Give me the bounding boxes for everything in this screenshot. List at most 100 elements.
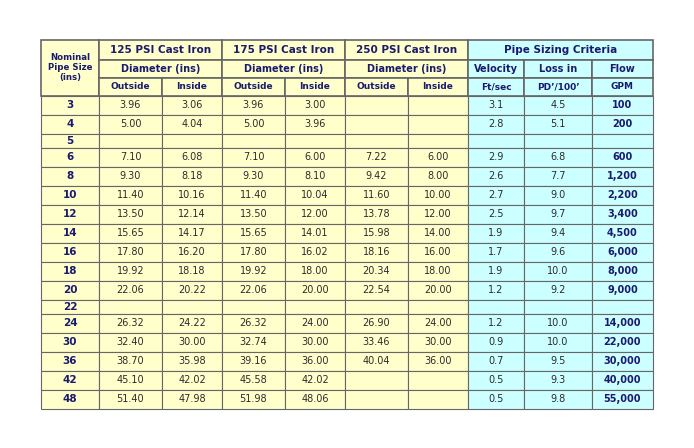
- Text: 1.7: 1.7: [489, 247, 504, 257]
- Text: 600: 600: [612, 152, 633, 162]
- Text: 13.50: 13.50: [239, 209, 267, 219]
- Bar: [468, 204, 524, 224]
- Text: 2,200: 2,200: [607, 190, 638, 200]
- Text: 16.00: 16.00: [424, 247, 452, 257]
- Text: 1.2: 1.2: [489, 318, 504, 328]
- Text: 20: 20: [62, 285, 77, 295]
- Bar: [592, 95, 653, 115]
- Text: 9.5: 9.5: [550, 356, 566, 366]
- Bar: [285, 332, 345, 352]
- Bar: [162, 78, 222, 95]
- Bar: [162, 115, 222, 134]
- Bar: [41, 95, 99, 115]
- Bar: [222, 389, 285, 409]
- Text: 36.00: 36.00: [424, 356, 452, 366]
- Text: 6,000: 6,000: [607, 247, 638, 257]
- Text: Diameter (ins): Diameter (ins): [121, 64, 200, 73]
- Text: Nominal
Pipe Size
(ins): Nominal Pipe Size (ins): [48, 52, 92, 82]
- Text: 14,000: 14,000: [604, 318, 641, 328]
- Bar: [222, 134, 285, 147]
- Bar: [99, 332, 162, 352]
- Bar: [592, 147, 653, 167]
- Bar: [222, 332, 285, 352]
- Text: Velocity: Velocity: [474, 64, 518, 73]
- Bar: [468, 332, 524, 352]
- Text: Outside: Outside: [234, 82, 273, 91]
- Bar: [222, 352, 285, 370]
- Bar: [345, 78, 408, 95]
- Text: 32.40: 32.40: [117, 337, 144, 347]
- Text: 24.00: 24.00: [424, 318, 452, 328]
- Bar: [524, 280, 592, 300]
- Bar: [468, 262, 524, 280]
- Bar: [162, 262, 222, 280]
- Text: 30,000: 30,000: [604, 356, 641, 366]
- Bar: [162, 352, 222, 370]
- Bar: [41, 115, 99, 134]
- Text: 4.5: 4.5: [550, 100, 566, 110]
- Bar: [222, 204, 285, 224]
- Bar: [345, 204, 408, 224]
- Bar: [524, 185, 592, 204]
- Text: 5.00: 5.00: [243, 119, 264, 129]
- Text: 13.78: 13.78: [363, 209, 390, 219]
- Bar: [345, 332, 408, 352]
- Text: 4.04: 4.04: [181, 119, 203, 129]
- Bar: [592, 134, 653, 147]
- Text: 18: 18: [62, 266, 77, 276]
- Bar: [345, 167, 408, 185]
- Bar: [99, 60, 222, 78]
- Bar: [524, 60, 592, 78]
- Text: 14.00: 14.00: [424, 228, 452, 238]
- Bar: [99, 314, 162, 332]
- Bar: [592, 60, 653, 78]
- Bar: [285, 167, 345, 185]
- Bar: [345, 115, 408, 134]
- Bar: [222, 167, 285, 185]
- Bar: [99, 95, 162, 115]
- Bar: [99, 204, 162, 224]
- Bar: [592, 352, 653, 370]
- Bar: [222, 185, 285, 204]
- Text: 6.00: 6.00: [304, 152, 325, 162]
- Text: 42: 42: [62, 375, 77, 385]
- Bar: [592, 389, 653, 409]
- Bar: [99, 280, 162, 300]
- Text: 9.2: 9.2: [550, 285, 566, 295]
- Bar: [592, 185, 653, 204]
- Text: 8.18: 8.18: [181, 171, 203, 181]
- Text: 9.42: 9.42: [366, 171, 387, 181]
- Bar: [468, 185, 524, 204]
- Text: 16.02: 16.02: [301, 247, 329, 257]
- Bar: [285, 242, 345, 262]
- Text: 12: 12: [62, 209, 77, 219]
- Bar: [592, 224, 653, 242]
- Text: 175 PSI Cast Iron: 175 PSI Cast Iron: [233, 44, 334, 55]
- Text: 30.00: 30.00: [301, 337, 329, 347]
- Bar: [408, 167, 468, 185]
- Text: 12.00: 12.00: [301, 209, 329, 219]
- Text: 6: 6: [67, 152, 74, 162]
- Text: 1.2: 1.2: [489, 285, 504, 295]
- Text: Loss in: Loss in: [539, 64, 577, 73]
- Bar: [345, 370, 408, 389]
- Bar: [285, 262, 345, 280]
- Bar: [468, 370, 524, 389]
- Text: 35.98: 35.98: [178, 356, 206, 366]
- Bar: [162, 332, 222, 352]
- Bar: [408, 95, 468, 115]
- Text: 24: 24: [62, 318, 77, 328]
- Bar: [408, 389, 468, 409]
- Text: 0.5: 0.5: [489, 375, 504, 385]
- Text: 30: 30: [62, 337, 77, 347]
- Bar: [41, 280, 99, 300]
- Bar: [468, 60, 524, 78]
- Bar: [345, 262, 408, 280]
- Bar: [524, 370, 592, 389]
- Bar: [222, 370, 285, 389]
- Bar: [162, 134, 222, 147]
- Bar: [468, 224, 524, 242]
- Bar: [408, 115, 468, 134]
- Text: 17.80: 17.80: [239, 247, 267, 257]
- Bar: [524, 242, 592, 262]
